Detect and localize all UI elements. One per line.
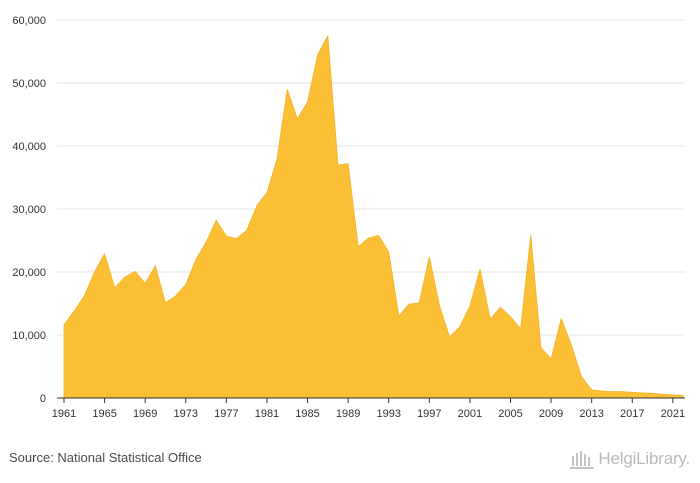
x-tick-label: 2001	[458, 408, 482, 420]
gridlines	[57, 19, 685, 336]
x-tick-label: 1993	[376, 408, 400, 420]
library-columns-icon	[570, 451, 595, 469]
x-tick-label: 1965	[92, 408, 116, 420]
x-tick-label: 2017	[620, 408, 644, 420]
area-series	[63, 34, 684, 399]
y-tick-label: 0	[40, 393, 46, 405]
x-tick-label: 1969	[133, 408, 157, 420]
x-tick-label: 2009	[539, 408, 563, 420]
y-tick-label: 10,000	[12, 330, 46, 342]
brand-name: HelgiLibrary.	[598, 449, 690, 468]
x-axis-labels: 1961 1965 1969 1973 1977 1981 1985 1989 1993 1997…	[52, 408, 685, 420]
y-tick-label: 50,000	[12, 78, 46, 90]
x-axis	[57, 397, 685, 403]
y-tick-label: 40,000	[12, 141, 46, 153]
brand-logo[interactable]: HelgiLibrary.	[569, 448, 690, 470]
area-chart: 0 10,000 20,000 30,000 40,000 50,000 60,000 19…	[12, 15, 685, 420]
y-tick-label: 30,000	[12, 204, 46, 216]
x-tick-label: 1981	[255, 408, 279, 420]
source-note: Source: National Statistical Office	[9, 450, 202, 465]
y-axis-labels: 0 10,000 20,000 30,000 40,000 50,000 60,000	[12, 15, 46, 405]
x-tick-label: 1977	[214, 408, 238, 420]
y-tick-label: 20,000	[12, 267, 46, 279]
x-tick-label: 2021	[661, 408, 685, 420]
y-tick-label: 60,000	[12, 15, 46, 27]
x-tick-label: 2005	[498, 408, 522, 420]
x-tick-label: 1985	[295, 408, 319, 420]
x-tick-label: 2013	[579, 408, 603, 420]
x-tick-label: 1997	[417, 408, 441, 420]
x-tick-label: 1961	[52, 408, 76, 420]
area-path	[63, 34, 684, 399]
x-tick-label: 1989	[336, 408, 360, 420]
x-tick-label: 1973	[174, 408, 198, 420]
